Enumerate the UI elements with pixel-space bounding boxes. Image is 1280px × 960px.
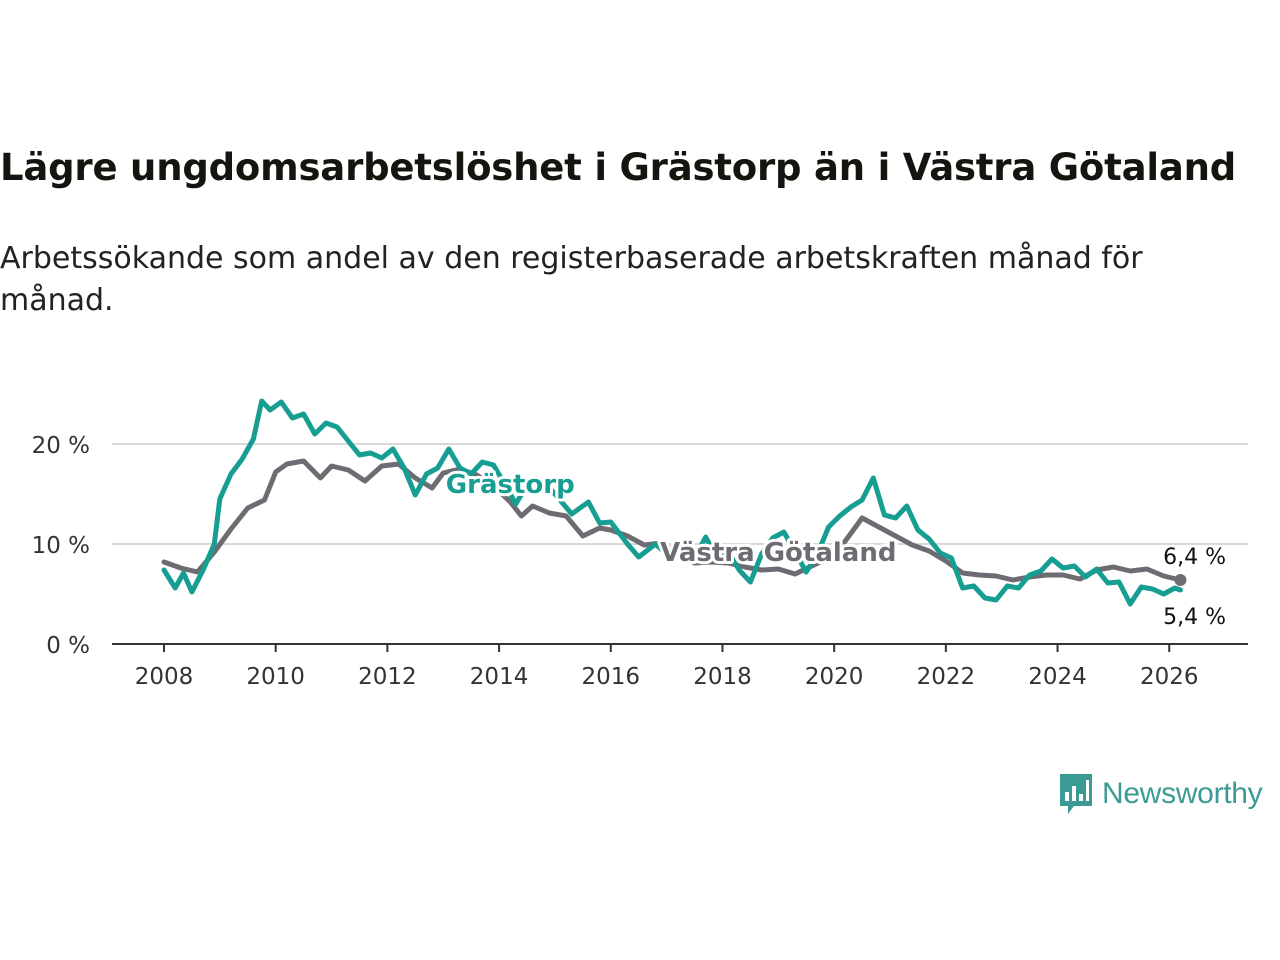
brand-name: Newsworthy <box>1102 777 1263 810</box>
end-point-v-stra-g-taland <box>1174 574 1187 586</box>
x-tick-label: 2014 <box>470 664 529 690</box>
x-tick-label: 2026 <box>1140 664 1199 690</box>
x-tick-label: 2022 <box>917 664 976 690</box>
y-tick-label: 20 % <box>32 433 90 459</box>
grid-lines <box>112 443 1248 545</box>
x-tick-label: 2018 <box>693 664 752 690</box>
x-tick-label: 2024 <box>1028 664 1087 690</box>
series-lines <box>161 398 1187 607</box>
y-tick-label: 0 % <box>46 633 90 659</box>
series-annotation: Västra Götaland <box>660 538 896 568</box>
axes: 0 % 10 % 20 % 2008 2010 2012 2014 2016 2018 2020 2… <box>32 433 1248 690</box>
series-line-gr-storp <box>161 398 1183 607</box>
chart-title: Lägre ungdomsarbetslöshet i Grästorp än … <box>0 146 1237 189</box>
x-tick-label: 2016 <box>582 664 641 690</box>
labels: 6,4 % 5,4 % Grästorp Västra Götaland <box>443 467 1226 630</box>
bar-chart-speech-icon <box>1060 774 1092 814</box>
x-tick-label: 2010 <box>246 664 305 690</box>
end-value-label: 6,4 % <box>1163 545 1226 570</box>
y-tick-label: 10 % <box>32 533 90 559</box>
chart-subtitle: Arbetssökande som andel av den registerb… <box>0 241 1143 318</box>
end-value-label: 5,4 % <box>1163 605 1226 630</box>
brand-logo: Newsworthy <box>1058 772 1263 816</box>
line-chart: 0 % 10 % 20 % 2008 2010 2012 2014 2016 2018 2020 2… <box>32 398 1248 690</box>
x-tick-label: 2012 <box>358 664 417 690</box>
series-annotation: Grästorp <box>446 470 575 500</box>
x-tick-label: 2008 <box>135 664 194 690</box>
x-tick-label: 2020 <box>805 664 864 690</box>
